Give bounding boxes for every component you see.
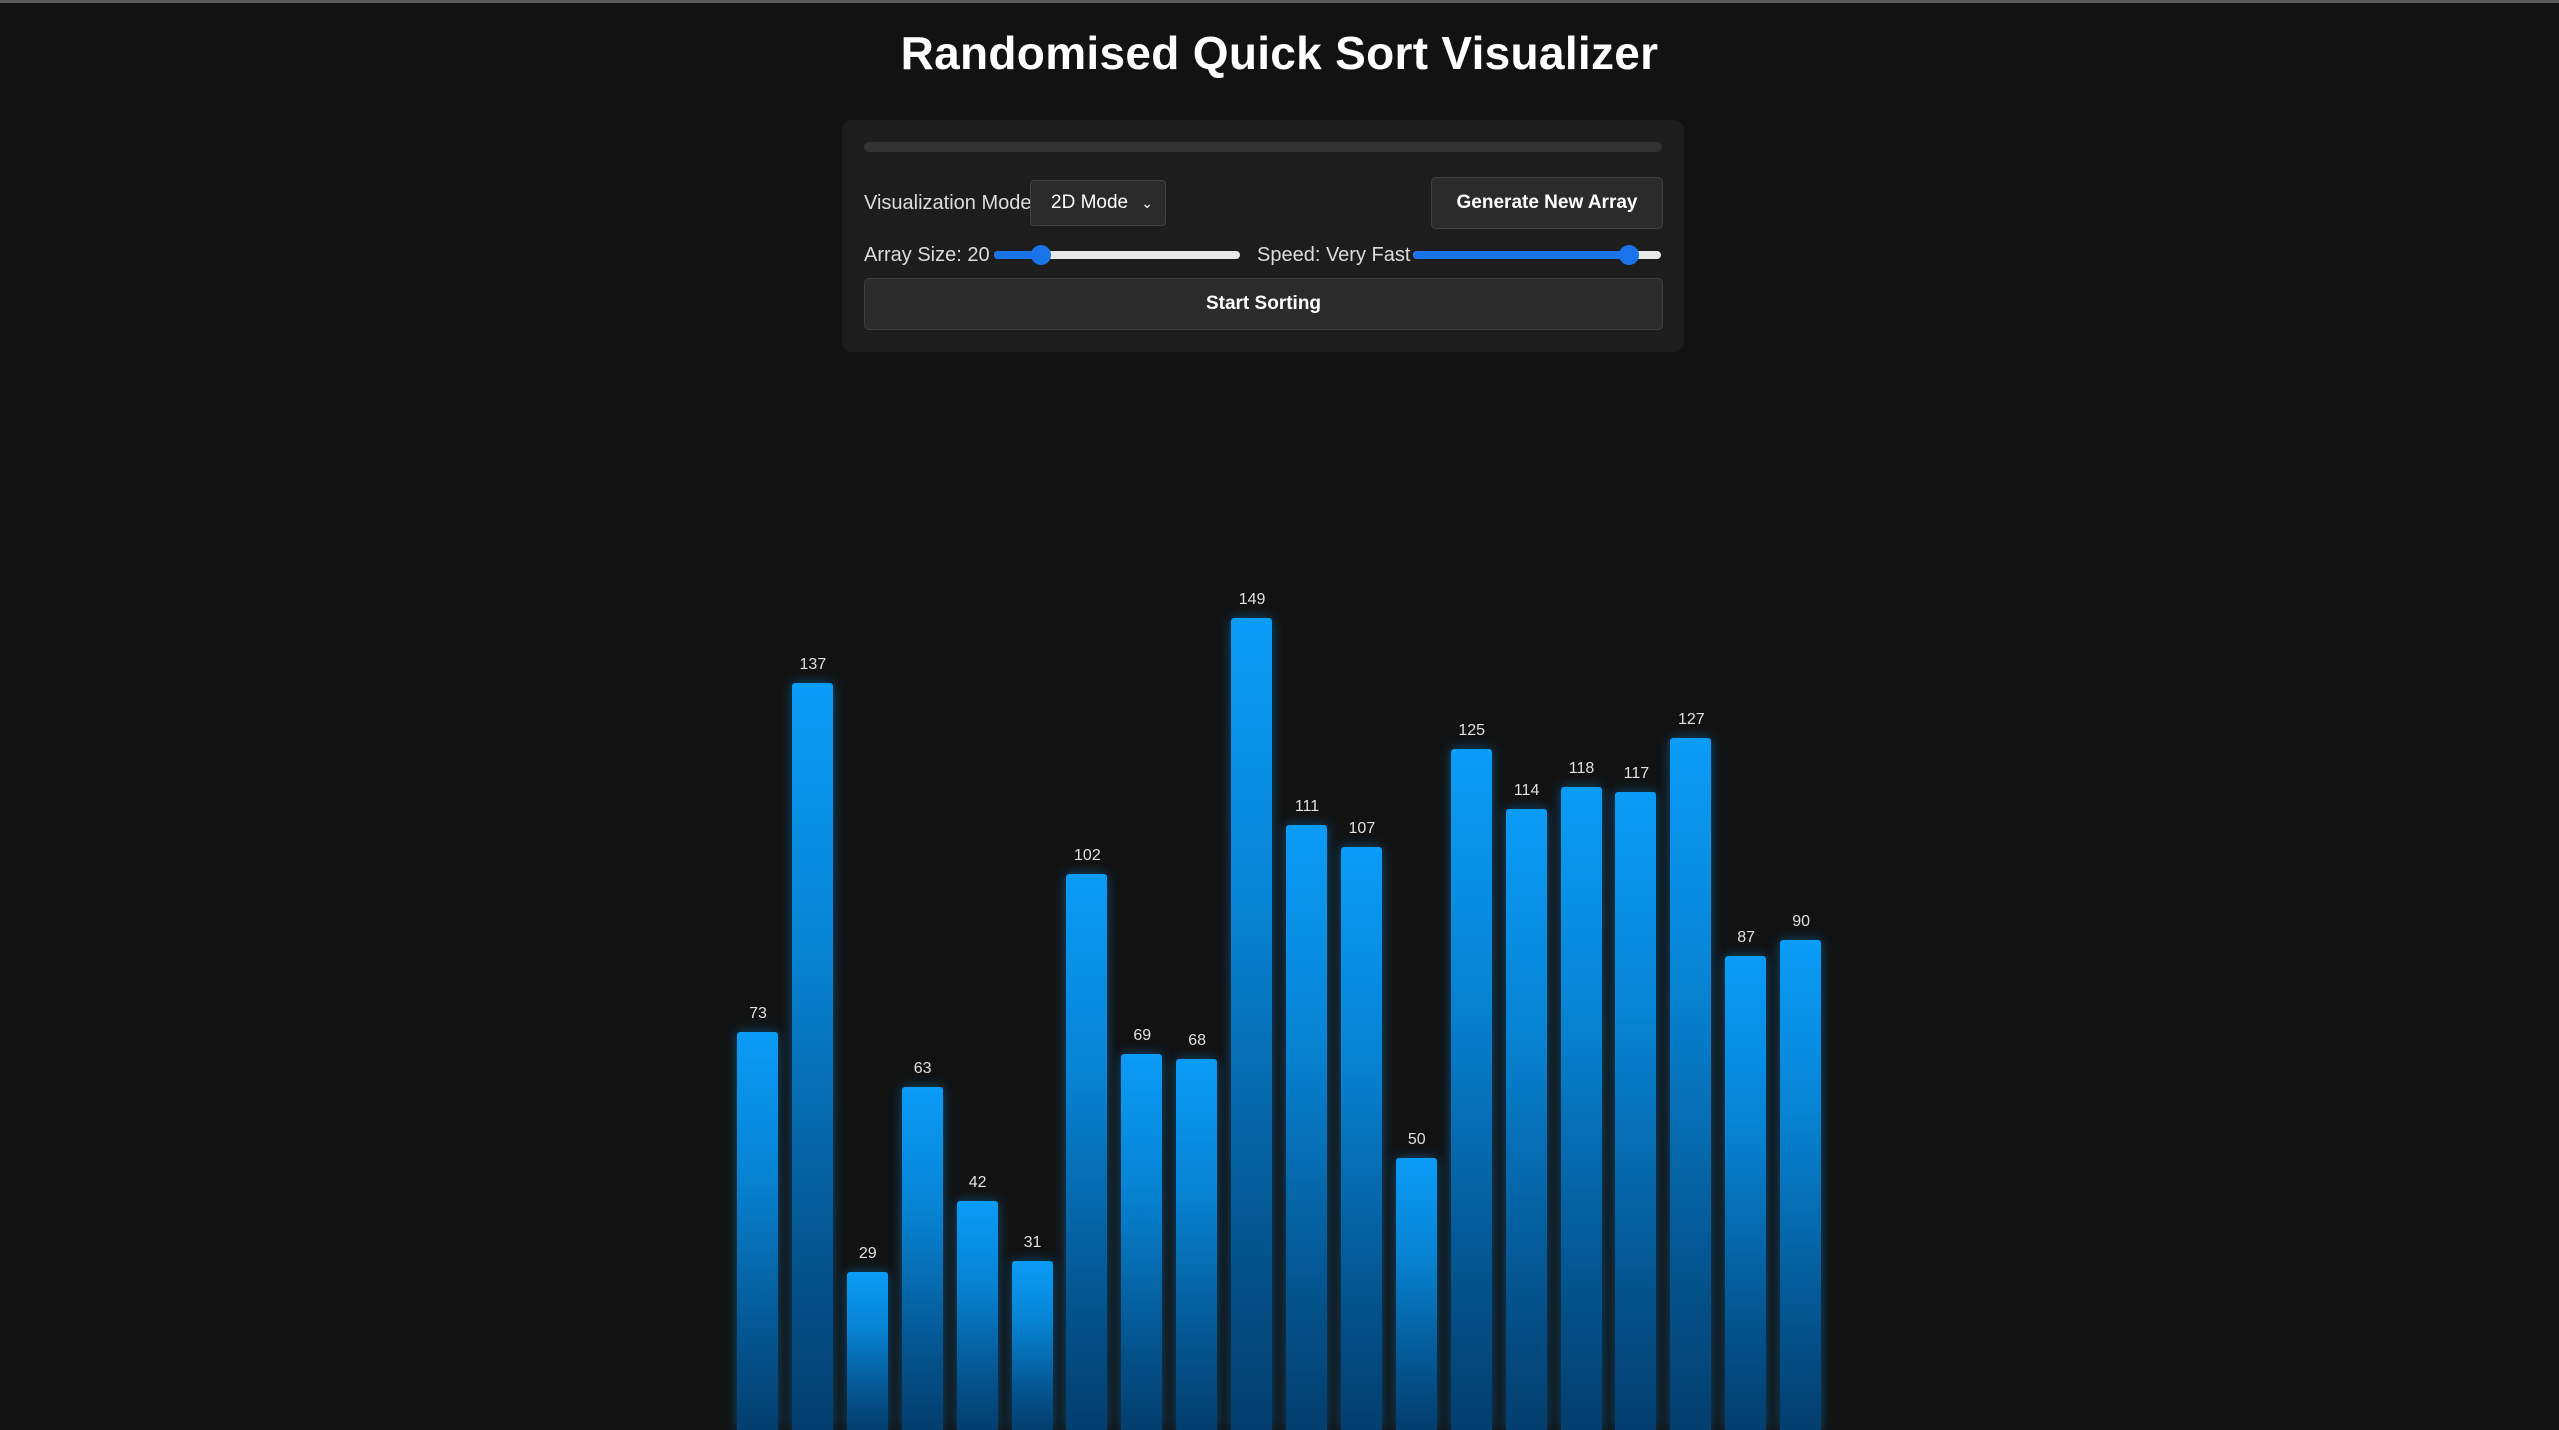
- bar: [1395, 1157, 1437, 1430]
- bar: [846, 1271, 888, 1430]
- bar: [1121, 1053, 1163, 1430]
- bar-value-label: 69: [1133, 1026, 1152, 1044]
- sort-progress-bar: [864, 142, 1662, 152]
- bar: [1231, 617, 1273, 1430]
- bar: [901, 1086, 943, 1430]
- bar-value-label: 29: [858, 1244, 877, 1262]
- bar: [1615, 792, 1657, 1430]
- bar: [1450, 748, 1492, 1430]
- bar: [737, 1032, 778, 1430]
- bar-value-label: 68: [1188, 1032, 1207, 1050]
- bar-value-label: 137: [799, 656, 827, 674]
- visualization-mode-label: Visualization Mode: [864, 192, 1032, 214]
- array-size-slider-fill: [994, 251, 1041, 259]
- bar: [1780, 939, 1822, 1430]
- array-size-slider[interactable]: [994, 245, 1240, 265]
- bar: [956, 1201, 998, 1430]
- bar: [1176, 1059, 1218, 1430]
- bar-value-label: 149: [1238, 590, 1266, 608]
- bar-value-label: 111: [1294, 798, 1320, 816]
- bar: [1011, 1261, 1053, 1430]
- start-sorting-button[interactable]: Start Sorting: [864, 278, 1663, 330]
- chevron-down-icon: ⌄: [1141, 195, 1153, 211]
- bar-value-label: 118: [1568, 759, 1595, 777]
- speed-slider-thumb[interactable]: [1618, 245, 1639, 265]
- bar-value-label: 73: [749, 1005, 767, 1023]
- array-size-slider-thumb[interactable]: [1030, 245, 1051, 265]
- bar: [791, 683, 833, 1430]
- page-title: Randomised Quick Sort Visualizer: [900, 27, 1659, 79]
- bar-value-label: 102: [1074, 847, 1101, 865]
- bar-value-label: 50: [1407, 1130, 1426, 1148]
- bar: [1340, 846, 1382, 1430]
- bar: [1560, 786, 1602, 1430]
- bar: [1725, 955, 1767, 1430]
- generate-new-array-button[interactable]: Generate New Array: [1431, 177, 1663, 229]
- bar-value-label: 125: [1458, 721, 1486, 739]
- speed-slider[interactable]: [1413, 245, 1661, 265]
- control-panel: Visualization Mode 2D Mode ⌄ Generate Ne…: [842, 120, 1684, 352]
- bar-value-label: 107: [1348, 819, 1376, 837]
- speed-slider-fill: [1413, 251, 1629, 259]
- bar-value-label: 90: [1792, 912, 1810, 930]
- bar-value-label: 42: [968, 1174, 987, 1192]
- bar-value-label: 31: [1023, 1234, 1042, 1252]
- bar: [1286, 825, 1327, 1430]
- bar-value-label: 114: [1513, 781, 1540, 799]
- speed-label: Speed: Very Fast: [1257, 244, 1411, 266]
- array-size-label: Array Size: 20: [864, 244, 990, 266]
- bar: [1670, 737, 1712, 1430]
- bar: [1505, 808, 1547, 1430]
- window-top-border: [0, 0, 2559, 3]
- visualization-mode-select[interactable]: 2D Mode ⌄: [1030, 180, 1166, 226]
- bar-value-label: 127: [1677, 710, 1705, 728]
- bar-value-label: 63: [913, 1059, 932, 1077]
- bar-value-label: 87: [1737, 928, 1756, 946]
- visualization-mode-value: 2D Mode: [1051, 192, 1129, 213]
- bar: [1066, 874, 1108, 1430]
- bar-value-label: 117: [1623, 765, 1650, 783]
